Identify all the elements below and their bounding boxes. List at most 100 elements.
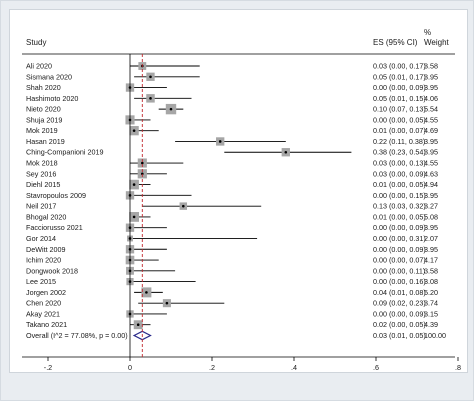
study-weight: 4.06 — [424, 94, 438, 103]
study-name: Takano 2021 — [26, 320, 67, 329]
study-row: Sey 2016 0.03 (0.00, 0.09)4.63 — [26, 169, 438, 179]
study-weight: 2.07 — [424, 234, 438, 243]
point-estimate — [284, 150, 288, 154]
study-es-ci: 0.13 (0.03, 0.32) — [373, 202, 426, 211]
study-es-ci: 0.00 (0.00, 0.31) — [373, 234, 426, 243]
study-name: DeWitt 2009 — [26, 245, 66, 254]
study-row: Takano 2021 0.02 (0.00, 0.05)4.39 — [26, 320, 438, 329]
x-axis: -.2 0 .2 .4 .6 .8 — [44, 54, 461, 372]
study-row: DeWitt 2009 0.00 (0.00, 0.09)3.95 — [26, 245, 438, 254]
study-row: Shah 2020 0.00 (0.00, 0.09)3.95 — [26, 83, 438, 92]
study-name: Shuja 2019 — [26, 115, 62, 124]
study-row: Hashimoto 2020 0.05 (0.01, 0.15)4.06 — [26, 94, 438, 103]
point-estimate — [165, 301, 169, 305]
study-weight: 4.17 — [424, 256, 438, 265]
study-name: Ali 2020 — [26, 62, 52, 71]
study-weight: 4.69 — [424, 126, 438, 135]
study-weight: 3.95 — [424, 72, 438, 81]
study-name: Hasan 2019 — [26, 137, 65, 146]
study-name: Akay 2021 — [26, 309, 60, 318]
study-es-ci: 0.05 (0.01, 0.17) — [373, 72, 426, 81]
study-name: Dongwook 2018 — [26, 266, 78, 275]
study-row: Hasan 2019 0.22 (0.11, 0.38)3.95 — [26, 137, 438, 146]
study-weight: 3.58 — [424, 266, 438, 275]
study-row: Lee 2015 0.00 (0.00, 0.16)3.08 — [26, 277, 438, 286]
study-name: Facciorusso 2021 — [26, 223, 83, 232]
point-estimate — [149, 97, 152, 100]
study-row: Dongwook 2018 0.00 (0.00, 0.11)3.58 — [26, 266, 438, 275]
study-row: Ali 2020 0.03 (0.00, 0.17)3.58 — [26, 62, 438, 71]
study-es-ci: 0.00 (0.00, 0.11) — [373, 266, 425, 275]
study-weight: 3.08 — [424, 277, 438, 286]
overall-diamond — [132, 330, 152, 341]
study-es-ci: 0.00 (0.00, 0.07) — [373, 256, 426, 265]
study-weight: 3.95 — [424, 148, 438, 157]
study-name: Jorgen 2002 — [26, 288, 66, 297]
study-weight: 3.15 — [424, 309, 438, 318]
study-row: Mok 2018 0.03 (0.00, 0.13)4.55 — [26, 158, 438, 168]
study-weight: 3.58 — [424, 62, 438, 71]
study-name: Mok 2018 — [26, 159, 58, 168]
study-weight: 5.54 — [424, 105, 438, 114]
column-header-study: Study — [26, 38, 46, 47]
study-name: Sismana 2020 — [26, 72, 72, 81]
study-row: Ching-Companioni 2019 0.38 (0.23, 0.54)3.… — [26, 148, 438, 157]
study-row: Bhogal 2020 0.01 (0.00, 0.05)5.08 — [26, 212, 438, 222]
study-es-ci: 0.03 (0.00, 0.13) — [373, 159, 426, 168]
study-es-ci: 0.00 (0.00, 0.15) — [373, 191, 426, 200]
study-name: Sey 2016 — [26, 169, 56, 178]
study-name: Bhogal 2020 — [26, 212, 66, 221]
study-row: Shuja 2019 0.00 (0.00, 0.05)4.55 — [26, 115, 438, 125]
study-es-ci: 0.05 (0.01, 0.15) — [373, 94, 426, 103]
point-estimate — [149, 75, 152, 79]
point-estimate — [132, 129, 136, 132]
study-es-ci: 0.01 (0.00, 0.07) — [373, 126, 426, 135]
study-row: Ichim 2020 0.00 (0.00, 0.07)4.17 — [26, 256, 438, 265]
study-weight: 4.63 — [424, 169, 438, 178]
study-row: Gor 2014 0.00 (0.00, 0.31)2.07 — [26, 234, 438, 243]
study-weight: 5.08 — [424, 212, 438, 221]
study-name: Shah 2020 — [26, 83, 61, 92]
study-es-ci: 0.01 (0.00, 0.05) — [373, 180, 426, 189]
point-estimate — [182, 204, 185, 208]
study-es-ci: 0.00 (0.00, 0.09) — [373, 309, 426, 318]
overall-label: Overall (I^2 = 77.08%, p = 0.00) — [26, 331, 128, 340]
study-name: Mok 2019 — [26, 126, 58, 135]
study-name: Ichim 2020 — [26, 256, 61, 265]
study-row: Sismana 2020 0.05 (0.01, 0.17)3.95 — [26, 72, 438, 81]
study-row: Facciorusso 2021 0.00 (0.00, 0.09)3.95 — [26, 223, 438, 232]
study-row: Neil 2017 0.13 (0.03, 0.32)3.27 — [26, 202, 438, 211]
study-weight: 3.74 — [424, 299, 438, 308]
point-estimate — [145, 291, 148, 294]
column-header-weight: Weight — [424, 38, 450, 47]
point-estimate — [169, 107, 173, 111]
study-es-ci: 0.22 (0.11, 0.38) — [373, 137, 425, 146]
study-weight: 4.55 — [424, 159, 438, 168]
study-weight: 3.95 — [424, 137, 438, 146]
study-weight: 4.55 — [424, 115, 438, 124]
x-tick-label: .8 — [455, 363, 461, 372]
forest-plot: Study ES (95% CI) % Weight Ali 2020 0.03 … — [22, 28, 461, 372]
x-tick-label: .2 — [209, 363, 215, 372]
study-weight: 3.95 — [424, 191, 438, 200]
study-es-ci: 0.01 (0.00, 0.05) — [373, 212, 426, 221]
study-name: Hashimoto 2020 — [26, 94, 78, 103]
study-es-ci: 0.00 (0.00, 0.09) — [373, 83, 426, 92]
point-estimate — [141, 161, 144, 165]
x-tick-label: 0 — [128, 363, 132, 372]
study-es-ci: 0.00 (0.00, 0.05) — [373, 115, 426, 124]
point-estimate — [132, 183, 136, 186]
column-header-weight-top: % — [424, 28, 431, 37]
study-es-ci: 0.00 (0.00, 0.16) — [373, 277, 426, 286]
study-row: Diehl 2015 0.01 (0.00, 0.05)4.94 — [26, 179, 438, 190]
study-row: Jorgen 2002 0.04 (0.01, 0.08)5.20 — [26, 287, 438, 298]
forest-plot-panel: Study ES (95% CI) % Weight Ali 2020 0.03 … — [9, 9, 468, 373]
study-row: Chen 2020 0.09 (0.02, 0.23)3.74 — [26, 299, 438, 308]
study-es-ci: 0.38 (0.23, 0.54) — [373, 148, 426, 157]
study-name: Neil 2017 — [26, 202, 56, 211]
study-weight: 4.39 — [424, 320, 438, 329]
study-weight: 3.95 — [424, 83, 438, 92]
x-tick-label: .4 — [291, 363, 297, 372]
overall-es-ci: 0.03 (0.01, 0.05) — [373, 331, 426, 340]
